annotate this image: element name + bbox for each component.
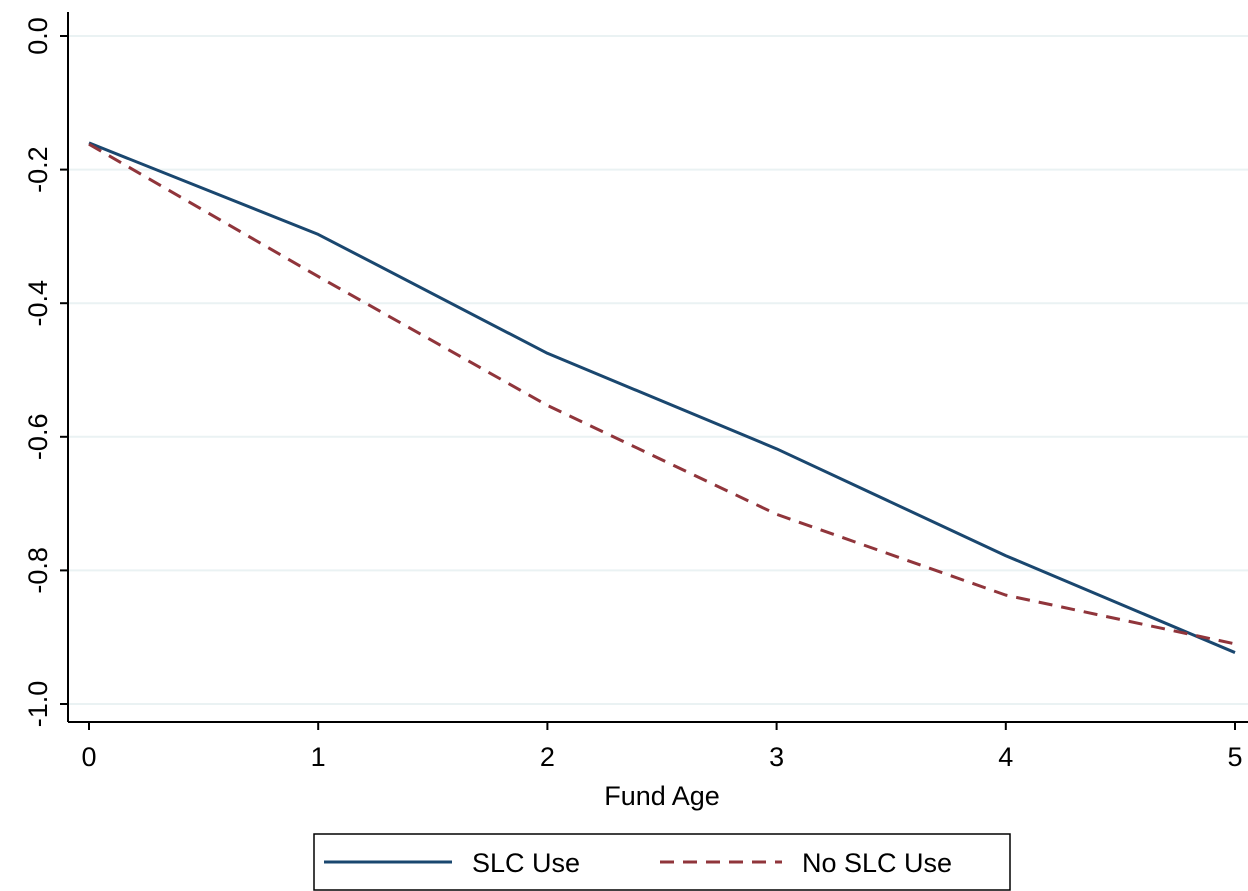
y-axis-ticks: 0.0 -0.2 -0.4 -0.6 -0.8 -1.0 bbox=[23, 17, 68, 727]
y-tick-label: -0.4 bbox=[23, 280, 53, 327]
x-tick-label: 4 bbox=[998, 742, 1013, 772]
y-tick-label: -0.2 bbox=[23, 146, 53, 193]
x-axis-ticks: 0 1 2 3 4 5 bbox=[81, 722, 1243, 772]
legend: SLC Use No SLC Use bbox=[313, 833, 1011, 891]
y-tick-label: -0.8 bbox=[23, 547, 53, 594]
x-tick-label: 0 bbox=[81, 742, 96, 772]
series-layer bbox=[88, 141, 1236, 654]
x-tick-label: 3 bbox=[769, 742, 784, 772]
legend-label-no-slc-use: No SLC Use bbox=[802, 848, 952, 878]
y-tick-label: 0.0 bbox=[23, 17, 53, 55]
x-axis-title: Fund Age bbox=[604, 781, 720, 811]
x-tick-label: 2 bbox=[540, 742, 555, 772]
y-tick-label: -0.6 bbox=[23, 414, 53, 461]
y-tick-label: -1.0 bbox=[23, 681, 53, 728]
gridlines bbox=[68, 35, 1248, 705]
legend-label-slc-use: SLC Use bbox=[472, 848, 580, 878]
series-line-slc-use bbox=[88, 141, 1236, 654]
x-tick-label: 1 bbox=[311, 742, 326, 772]
x-tick-label: 5 bbox=[1227, 742, 1242, 772]
series-line-no-slc-use bbox=[88, 142, 1236, 646]
